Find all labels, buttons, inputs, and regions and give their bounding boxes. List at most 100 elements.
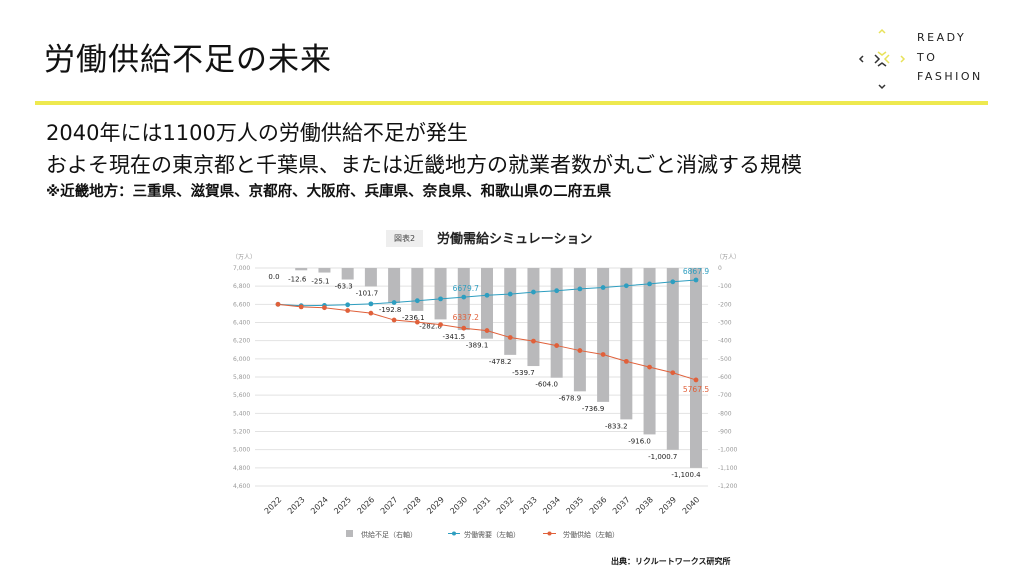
legend-label: 供給不足（右軸） bbox=[361, 530, 417, 539]
bar-shortage bbox=[504, 268, 517, 355]
demand-point bbox=[438, 296, 443, 302]
right-tick-label: -500 bbox=[718, 356, 732, 363]
left-axis-unit: （万人） bbox=[232, 254, 256, 261]
bar-data-label: -192.8 bbox=[379, 306, 402, 314]
accent-rule bbox=[35, 101, 988, 105]
logo-word: FASHION bbox=[917, 70, 983, 83]
x-tick-label: 2033 bbox=[518, 495, 539, 516]
demand-point bbox=[461, 294, 467, 300]
right-tick-label: -1,000 bbox=[718, 447, 738, 454]
left-tick-label: 5,600 bbox=[233, 392, 250, 399]
footnote: ※近畿地方：三重県、滋賀県、京都府、大阪府、兵庫県、奈良県、和歌山県の二府五県 bbox=[46, 184, 612, 200]
bar-shortage bbox=[597, 268, 610, 402]
bar-data-label: -604.0 bbox=[535, 381, 558, 389]
bar-data-label: -63.3 bbox=[335, 282, 353, 290]
demand-point bbox=[414, 298, 420, 304]
supply-point bbox=[670, 370, 676, 376]
left-tick-label: 6,200 bbox=[233, 338, 250, 345]
x-tick-label: 2029 bbox=[425, 495, 446, 516]
bar-shortage bbox=[295, 268, 308, 271]
legend-swatch-shortage bbox=[346, 530, 353, 537]
left-tick-label: 5,800 bbox=[233, 374, 250, 381]
supply-point bbox=[345, 308, 351, 313]
x-tick-label: 2024 bbox=[309, 495, 330, 516]
supply-point bbox=[484, 328, 490, 333]
slide-title: 労働供給不足の未来 bbox=[44, 42, 332, 78]
legend-marker-demand bbox=[452, 531, 456, 536]
right-tick-label: -700 bbox=[718, 392, 732, 399]
x-tick-label: 2022 bbox=[263, 495, 284, 516]
demand-data-label: 6867.9 bbox=[683, 267, 709, 276]
supply-point bbox=[391, 317, 397, 323]
bar-data-label: -1,000.7 bbox=[648, 453, 677, 461]
demand-data-label: 6679.7 bbox=[453, 284, 479, 293]
x-tick-label: 2039 bbox=[657, 495, 678, 516]
logo-text: READY TO FASHION bbox=[917, 28, 983, 87]
demand-point bbox=[693, 277, 699, 283]
bar-data-label: 0.0 bbox=[268, 273, 279, 281]
supply-point bbox=[531, 338, 536, 344]
demand-point bbox=[368, 301, 374, 307]
supply-data-label: 5767.5 bbox=[683, 385, 709, 394]
headline: 2040年には1100万人の労働供給不足が発生 bbox=[46, 121, 468, 145]
x-tick-label: 2023 bbox=[286, 495, 307, 516]
logo-word: TO bbox=[917, 50, 938, 64]
x-tick-label: 2027 bbox=[379, 495, 400, 516]
bar-shortage bbox=[318, 268, 331, 273]
left-tick-label: 6,400 bbox=[233, 320, 250, 327]
left-tick-label: 6,000 bbox=[233, 356, 250, 363]
bar-data-label: -916.0 bbox=[628, 437, 651, 445]
bar-shortage bbox=[620, 268, 633, 420]
bar-shortage bbox=[690, 268, 702, 468]
bar-shortage bbox=[411, 268, 424, 311]
bar-data-label: -25.1 bbox=[311, 278, 329, 286]
demand-point bbox=[670, 279, 676, 285]
demand-point bbox=[623, 283, 629, 289]
bar-data-label: -389.1 bbox=[466, 342, 489, 350]
left-tick-label: 5,400 bbox=[233, 410, 250, 417]
demand-point bbox=[554, 288, 560, 294]
bar-shortage bbox=[666, 268, 679, 450]
bar-data-label: -736.9 bbox=[582, 405, 605, 413]
legend-marker-supply bbox=[547, 531, 552, 536]
bar-data-label: -236.1 bbox=[402, 314, 425, 322]
x-tick-label: 2030 bbox=[448, 495, 469, 516]
bar-shortage bbox=[481, 268, 493, 339]
bar-data-label: -101.7 bbox=[356, 289, 379, 297]
subheadline: およそ現在の東京都と千葉県、または近畿地方の就業者数が丸ごと消滅する規模 bbox=[46, 153, 802, 177]
x-tick-label: 2025 bbox=[332, 495, 353, 516]
right-tick-label: -200 bbox=[718, 301, 732, 308]
supply-point bbox=[275, 301, 281, 307]
right-tick-label: 0 bbox=[718, 265, 722, 272]
left-tick-label: 4,600 bbox=[233, 483, 250, 490]
bar-data-label: -1,100.4 bbox=[671, 471, 701, 479]
legend-label: 労働供給（左軸） bbox=[563, 530, 619, 539]
supply-point bbox=[554, 343, 560, 348]
x-tick-label: 2037 bbox=[611, 495, 632, 516]
demand-point bbox=[507, 291, 513, 297]
demand-point bbox=[484, 292, 490, 298]
right-tick-label: -300 bbox=[718, 320, 732, 327]
supply-point bbox=[507, 335, 513, 340]
supply-point bbox=[368, 310, 374, 316]
left-tick-label: 5,200 bbox=[233, 429, 250, 436]
right-tick-label: -1,200 bbox=[718, 483, 738, 490]
bar-data-label: -539.7 bbox=[512, 369, 535, 377]
demand-point bbox=[345, 302, 351, 308]
x-tick-label: 2036 bbox=[588, 495, 609, 516]
x-tick-label: 2040 bbox=[681, 495, 702, 516]
supply-point bbox=[577, 348, 583, 353]
supply-point bbox=[693, 377, 699, 383]
supply-point bbox=[623, 358, 629, 364]
supply-point bbox=[414, 319, 420, 325]
supply-data-label: 6337.2 bbox=[453, 313, 479, 322]
bar-data-label: -341.5 bbox=[442, 333, 465, 341]
bar-shortage bbox=[388, 268, 401, 304]
bar-data-label: -12.6 bbox=[288, 275, 307, 283]
bar-shortage bbox=[364, 268, 377, 287]
x-tick-label: 2035 bbox=[565, 495, 586, 516]
logo-word: READY bbox=[917, 31, 967, 44]
left-tick-label: 6,600 bbox=[233, 301, 250, 308]
x-tick-label: 2034 bbox=[541, 495, 562, 516]
